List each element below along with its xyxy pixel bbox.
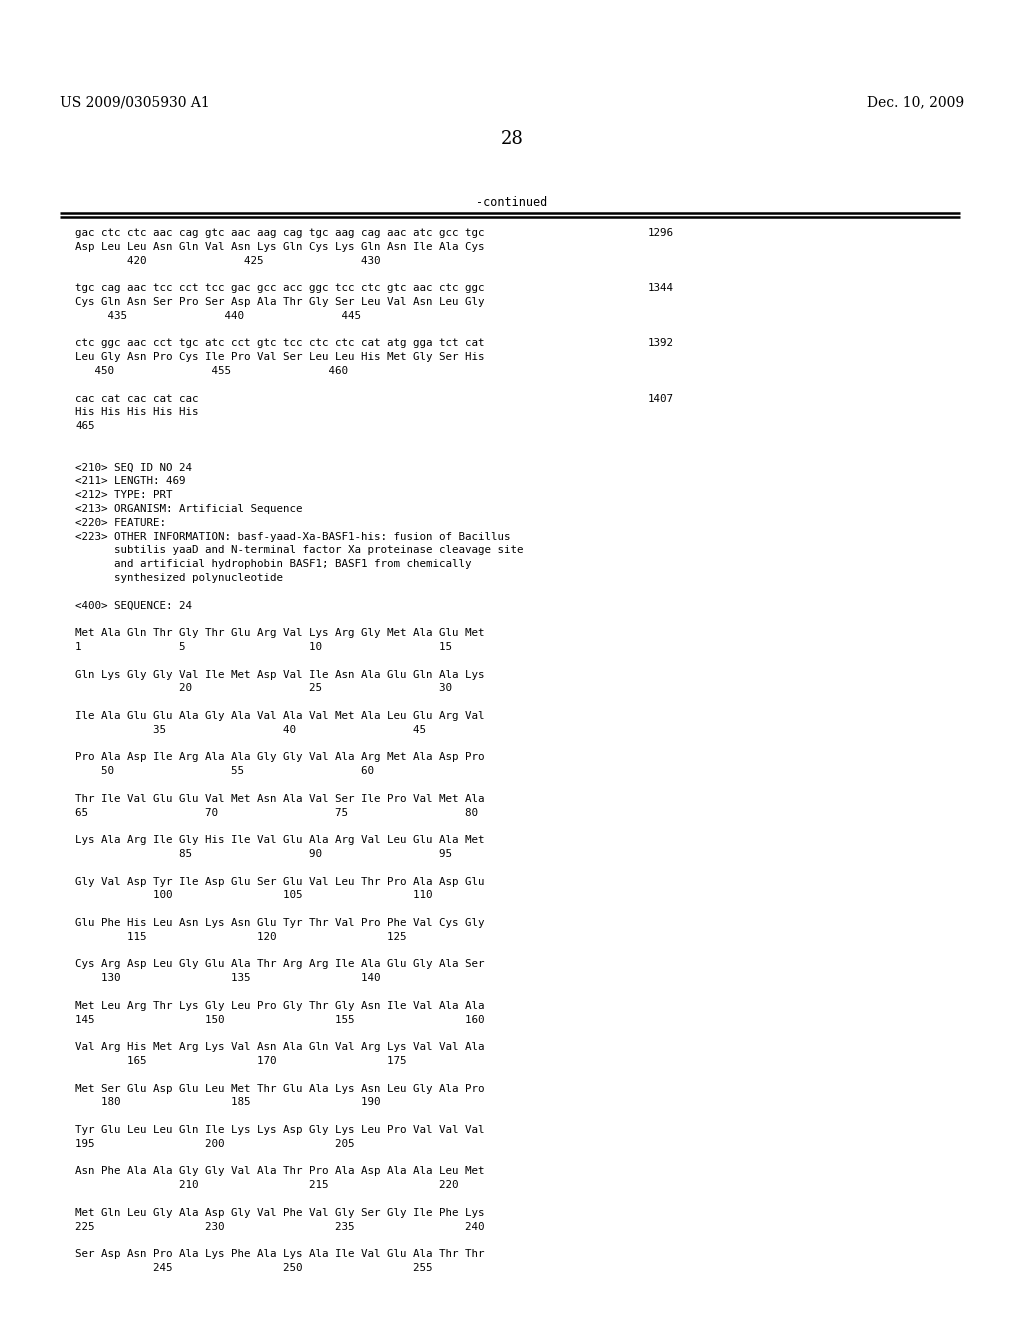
- Text: 130                 135                 140: 130 135 140: [75, 973, 381, 983]
- Text: Glu Phe His Leu Asn Lys Asn Glu Tyr Thr Val Pro Phe Val Cys Gly: Glu Phe His Leu Asn Lys Asn Glu Tyr Thr …: [75, 917, 484, 928]
- Text: Tyr Glu Leu Leu Gln Ile Lys Lys Asp Gly Lys Leu Pro Val Val Val: Tyr Glu Leu Leu Gln Ile Lys Lys Asp Gly …: [75, 1125, 484, 1135]
- Text: and artificial hydrophobin BASF1; BASF1 from chemically: and artificial hydrophobin BASF1; BASF1 …: [75, 560, 471, 569]
- Text: Cys Gln Asn Ser Pro Ser Asp Ala Thr Gly Ser Leu Val Asn Leu Gly: Cys Gln Asn Ser Pro Ser Asp Ala Thr Gly …: [75, 297, 484, 308]
- Text: 50                  55                  60: 50 55 60: [75, 766, 374, 776]
- Text: 1407: 1407: [648, 393, 674, 404]
- Text: Asn Phe Ala Ala Gly Gly Val Ala Thr Pro Ala Asp Ala Ala Leu Met: Asn Phe Ala Ala Gly Gly Val Ala Thr Pro …: [75, 1167, 484, 1176]
- Text: -continued: -continued: [476, 195, 548, 209]
- Text: 20                  25                  30: 20 25 30: [75, 684, 452, 693]
- Text: <212> TYPE: PRT: <212> TYPE: PRT: [75, 490, 172, 500]
- Text: Met Gln Leu Gly Ala Asp Gly Val Phe Val Gly Ser Gly Ile Phe Lys: Met Gln Leu Gly Ala Asp Gly Val Phe Val …: [75, 1208, 484, 1218]
- Text: Ile Ala Glu Glu Ala Gly Ala Val Ala Val Met Ala Leu Glu Arg Val: Ile Ala Glu Glu Ala Gly Ala Val Ala Val …: [75, 711, 484, 721]
- Text: Pro Ala Asp Ile Arg Ala Ala Gly Gly Val Ala Arg Met Ala Asp Pro: Pro Ala Asp Ile Arg Ala Ala Gly Gly Val …: [75, 752, 484, 763]
- Text: Gln Lys Gly Gly Val Ile Met Asp Val Ile Asn Ala Glu Gln Ala Lys: Gln Lys Gly Gly Val Ile Met Asp Val Ile …: [75, 669, 484, 680]
- Text: cac cat cac cat cac: cac cat cac cat cac: [75, 393, 199, 404]
- Text: ctc ggc aac cct tgc atc cct gtc tcc ctc ctc cat atg gga tct cat: ctc ggc aac cct tgc atc cct gtc tcc ctc …: [75, 338, 484, 348]
- Text: Ser Asp Asn Pro Ala Lys Phe Ala Lys Ala Ile Val Glu Ala Thr Thr: Ser Asp Asn Pro Ala Lys Phe Ala Lys Ala …: [75, 1249, 484, 1259]
- Text: Met Ala Gln Thr Gly Thr Glu Arg Val Lys Arg Gly Met Ala Glu Met: Met Ala Gln Thr Gly Thr Glu Arg Val Lys …: [75, 628, 484, 638]
- Text: Val Arg His Met Arg Lys Val Asn Ala Gln Val Arg Lys Val Val Ala: Val Arg His Met Arg Lys Val Asn Ala Gln …: [75, 1043, 484, 1052]
- Text: Thr Ile Val Glu Glu Val Met Asn Ala Val Ser Ile Pro Val Met Ala: Thr Ile Val Glu Glu Val Met Asn Ala Val …: [75, 793, 484, 804]
- Text: 465: 465: [75, 421, 94, 432]
- Text: 180                 185                 190: 180 185 190: [75, 1097, 381, 1107]
- Text: subtilis yaaD and N-terminal factor Xa proteinase cleavage site: subtilis yaaD and N-terminal factor Xa p…: [75, 545, 523, 556]
- Text: <210> SEQ ID NO 24: <210> SEQ ID NO 24: [75, 462, 193, 473]
- Text: gac ctc ctc aac cag gtc aac aag cag tgc aag cag aac atc gcc tgc: gac ctc ctc aac cag gtc aac aag cag tgc …: [75, 228, 484, 238]
- Text: 420               425               430: 420 425 430: [75, 256, 381, 265]
- Text: 195                 200                 205: 195 200 205: [75, 1139, 354, 1148]
- Text: Lys Ala Arg Ile Gly His Ile Val Glu Ala Arg Val Leu Glu Ala Met: Lys Ala Arg Ile Gly His Ile Val Glu Ala …: [75, 836, 484, 845]
- Text: <211> LENGTH: 469: <211> LENGTH: 469: [75, 477, 185, 486]
- Text: US 2009/0305930 A1: US 2009/0305930 A1: [60, 95, 210, 110]
- Text: <220> FEATURE:: <220> FEATURE:: [75, 517, 166, 528]
- Text: <213> ORGANISM: Artificial Sequence: <213> ORGANISM: Artificial Sequence: [75, 504, 302, 513]
- Text: Met Leu Arg Thr Lys Gly Leu Pro Gly Thr Gly Asn Ile Val Ala Ala: Met Leu Arg Thr Lys Gly Leu Pro Gly Thr …: [75, 1001, 484, 1011]
- Text: 28: 28: [501, 129, 523, 148]
- Text: 435               440               445: 435 440 445: [75, 310, 361, 321]
- Text: 1344: 1344: [648, 284, 674, 293]
- Text: 245                 250                 255: 245 250 255: [75, 1263, 432, 1272]
- Text: synthesized polynucleotide: synthesized polynucleotide: [75, 573, 283, 583]
- Text: 225                 230                 235                 240: 225 230 235 240: [75, 1221, 484, 1232]
- Text: 210                 215                 220: 210 215 220: [75, 1180, 459, 1191]
- Text: Gly Val Asp Tyr Ile Asp Glu Ser Glu Val Leu Thr Pro Ala Asp Glu: Gly Val Asp Tyr Ile Asp Glu Ser Glu Val …: [75, 876, 484, 887]
- Text: His His His His His: His His His His His: [75, 408, 199, 417]
- Text: 1296: 1296: [648, 228, 674, 238]
- Text: Cys Arg Asp Leu Gly Glu Ala Thr Arg Arg Ile Ala Glu Gly Ala Ser: Cys Arg Asp Leu Gly Glu Ala Thr Arg Arg …: [75, 960, 484, 969]
- Text: 145                 150                 155                 160: 145 150 155 160: [75, 1015, 484, 1024]
- Text: Leu Gly Asn Pro Cys Ile Pro Val Ser Leu Leu His Met Gly Ser His: Leu Gly Asn Pro Cys Ile Pro Val Ser Leu …: [75, 352, 484, 362]
- Text: 1392: 1392: [648, 338, 674, 348]
- Text: 115                 120                 125: 115 120 125: [75, 932, 407, 941]
- Text: <223> OTHER INFORMATION: basf-yaad-Xa-BASF1-his: fusion of Bacillus: <223> OTHER INFORMATION: basf-yaad-Xa-BA…: [75, 532, 511, 541]
- Text: 100                 105                 110: 100 105 110: [75, 891, 432, 900]
- Text: 35                  40                  45: 35 40 45: [75, 725, 426, 735]
- Text: 65                  70                  75                  80: 65 70 75 80: [75, 808, 478, 817]
- Text: <400> SEQUENCE: 24: <400> SEQUENCE: 24: [75, 601, 193, 611]
- Text: 85                  90                  95: 85 90 95: [75, 849, 452, 859]
- Text: tgc cag aac tcc cct tcc gac gcc acc ggc tcc ctc gtc aac ctc ggc: tgc cag aac tcc cct tcc gac gcc acc ggc …: [75, 284, 484, 293]
- Text: Asp Leu Leu Asn Gln Val Asn Lys Gln Cys Lys Gln Asn Ile Ala Cys: Asp Leu Leu Asn Gln Val Asn Lys Gln Cys …: [75, 242, 484, 252]
- Text: 450               455               460: 450 455 460: [75, 366, 348, 376]
- Text: 165                 170                 175: 165 170 175: [75, 1056, 407, 1067]
- Text: 1               5                   10                  15: 1 5 10 15: [75, 642, 452, 652]
- Text: Dec. 10, 2009: Dec. 10, 2009: [867, 95, 964, 110]
- Text: Met Ser Glu Asp Glu Leu Met Thr Glu Ala Lys Asn Leu Gly Ala Pro: Met Ser Glu Asp Glu Leu Met Thr Glu Ala …: [75, 1084, 484, 1093]
